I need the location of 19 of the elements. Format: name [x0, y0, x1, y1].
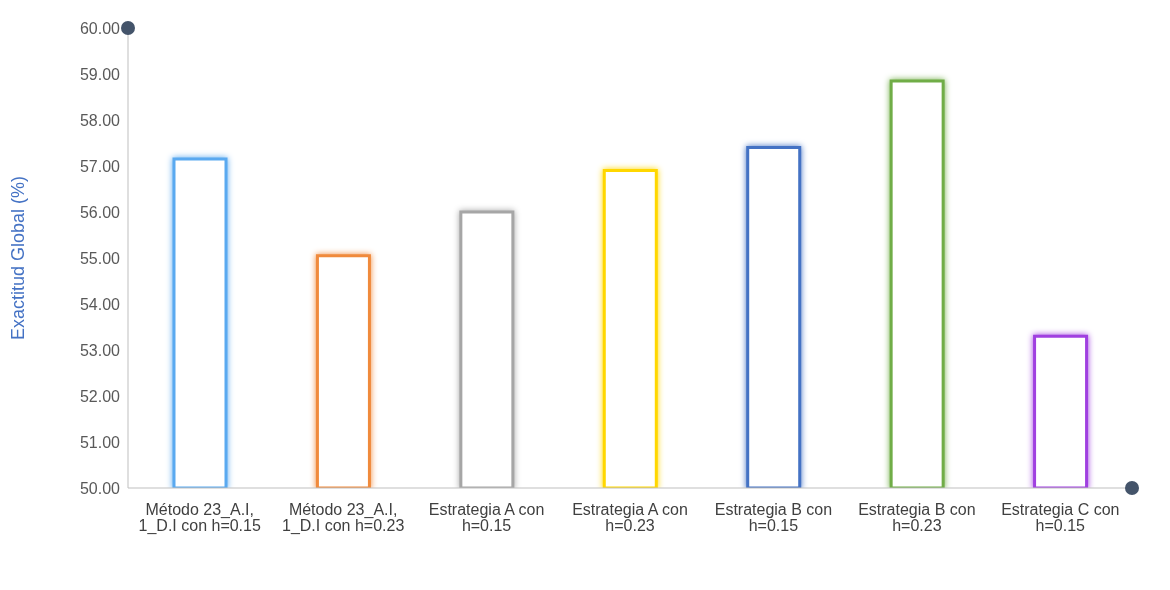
- x-tick-label: Estrategia C con h=0.15: [1001, 501, 1120, 535]
- x-tick-label: Estrategia B con h=0.23: [858, 501, 976, 535]
- y-tick-label: 59.00: [79, 65, 121, 83]
- x-tick-label: Estrategia B con h=0.15: [714, 501, 833, 535]
- y-tick-label: 60.00: [79, 19, 121, 37]
- y-tick-label: 50.00: [79, 479, 121, 497]
- y-tick-label: 55.00: [79, 249, 121, 267]
- y-tick-label: 52.00: [79, 387, 121, 405]
- y-tick-label: 54.00: [79, 295, 121, 313]
- y-tick-label: 57.00: [79, 157, 121, 175]
- x-tick-label: Método 23_A.I, 1_D.I con h=0.23: [281, 501, 405, 536]
- y-tick-label: 58.00: [79, 111, 121, 129]
- y-tick-label: 51.00: [79, 433, 121, 451]
- x-tick-label: Método 23_A.I, 1_D.I con h=0.15: [138, 501, 261, 536]
- x-tick-label: Estrategia A con h=0.15: [428, 501, 545, 535]
- y-tick-label: 56.00: [79, 203, 121, 221]
- y-tick-label: 53.00: [79, 341, 121, 359]
- x-tick-label: Estrategia A con h=0.23: [572, 501, 688, 535]
- y-axis-title: Exactitud Global (%): [8, 175, 29, 341]
